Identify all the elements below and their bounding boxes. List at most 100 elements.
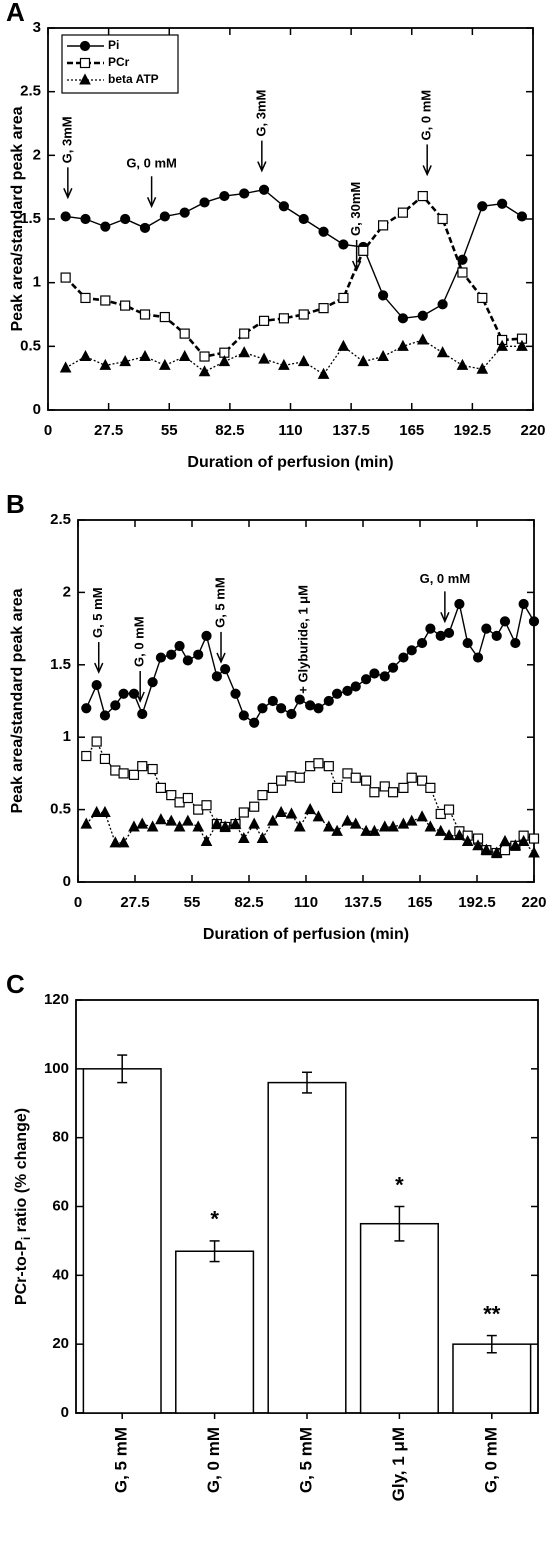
marker — [239, 328, 250, 339]
marker — [350, 681, 361, 692]
marker — [499, 845, 511, 856]
annotation-arrowhead — [440, 612, 450, 624]
marker — [147, 763, 158, 775]
x-tick-label: 0 — [44, 422, 52, 439]
marker — [220, 664, 231, 675]
marker — [477, 201, 488, 212]
marker — [109, 836, 122, 848]
y-axis-label: Peak area/standard peak area — [9, 106, 26, 331]
marker — [425, 782, 436, 793]
marker — [499, 834, 511, 846]
annotation: G, 3mM — [59, 116, 74, 163]
marker — [99, 805, 111, 817]
marker — [312, 810, 325, 822]
marker — [100, 221, 111, 232]
marker — [313, 703, 324, 714]
marker — [398, 652, 409, 663]
marker — [377, 290, 389, 301]
marker — [518, 598, 529, 610]
marker — [128, 820, 140, 832]
marker — [174, 640, 185, 652]
marker — [182, 792, 193, 804]
marker — [155, 652, 167, 663]
marker — [416, 810, 428, 822]
legend-label: Pi — [108, 38, 119, 52]
panel-label: B — [6, 489, 25, 519]
x-tick-label: 220 — [520, 422, 545, 439]
marker — [110, 700, 121, 711]
y-tick-label: 1 — [33, 274, 41, 291]
x-tick-label: 137.5 — [344, 894, 382, 911]
marker — [267, 814, 279, 826]
legend-marker — [79, 57, 91, 69]
series-line — [64, 194, 523, 358]
marker — [397, 207, 409, 218]
annotation: G, 0 mM — [126, 156, 177, 171]
y-tick-label: 0.5 — [50, 801, 71, 818]
marker — [387, 662, 399, 673]
y-tick-label: 1.5 — [20, 210, 41, 227]
marker — [201, 630, 212, 641]
marker — [378, 820, 391, 832]
marker — [443, 804, 455, 815]
marker — [159, 311, 170, 323]
marker — [276, 703, 287, 714]
marker — [443, 829, 455, 841]
marker — [318, 226, 329, 237]
marker — [510, 637, 521, 649]
x-tick-label: 165 — [399, 422, 424, 439]
marker — [146, 820, 159, 832]
marker — [211, 671, 222, 682]
annotation: G, 0 mM — [420, 571, 471, 586]
marker — [397, 339, 409, 351]
marker — [155, 813, 167, 825]
marker — [182, 655, 193, 666]
y-axis-label: PCr-to-Pi ratio (% change) — [13, 1108, 33, 1305]
bar — [82, 1068, 162, 1414]
marker — [166, 649, 177, 660]
x-tick-label: 55 — [184, 894, 201, 911]
annotation: G, 0 mM — [132, 616, 147, 667]
marker — [179, 207, 190, 218]
marker — [201, 800, 212, 811]
x-tick-label: 137.5 — [332, 422, 370, 439]
marker — [387, 820, 399, 832]
marker — [405, 814, 418, 826]
y-tick-label: 2 — [33, 146, 41, 163]
marker — [361, 674, 372, 685]
marker — [257, 703, 268, 714]
y-tick-label: 20 — [52, 1335, 69, 1352]
annotation-arrowhead — [216, 652, 226, 664]
marker — [509, 839, 522, 851]
marker — [139, 309, 151, 320]
marker — [298, 309, 309, 320]
marker — [91, 679, 102, 691]
marker — [294, 772, 305, 783]
marker — [456, 358, 469, 370]
marker — [81, 750, 92, 762]
marker — [118, 688, 129, 699]
y-tick-label: 100 — [44, 1060, 69, 1077]
marker — [304, 803, 316, 815]
x-tick-label: 27.5 — [94, 422, 123, 439]
marker — [349, 817, 362, 829]
y-tick-label: 2 — [63, 583, 71, 600]
marker — [128, 769, 140, 780]
marker — [437, 213, 448, 225]
marker — [81, 703, 92, 714]
y-tick-label: 0 — [61, 1404, 69, 1421]
x-axis-label: Duration of perfusion (min) — [203, 926, 409, 943]
x-tick-label: Gly, 1 μM — [389, 1427, 408, 1501]
marker — [278, 358, 290, 370]
marker — [397, 313, 409, 324]
marker — [298, 213, 309, 225]
annotation-arrowhead — [351, 260, 362, 272]
marker — [323, 761, 334, 772]
marker — [60, 211, 71, 222]
marker — [99, 710, 111, 721]
x-tick-label: 165 — [407, 894, 432, 911]
marker — [258, 184, 270, 195]
bar — [267, 1081, 347, 1414]
marker — [178, 349, 191, 362]
marker — [317, 367, 330, 379]
